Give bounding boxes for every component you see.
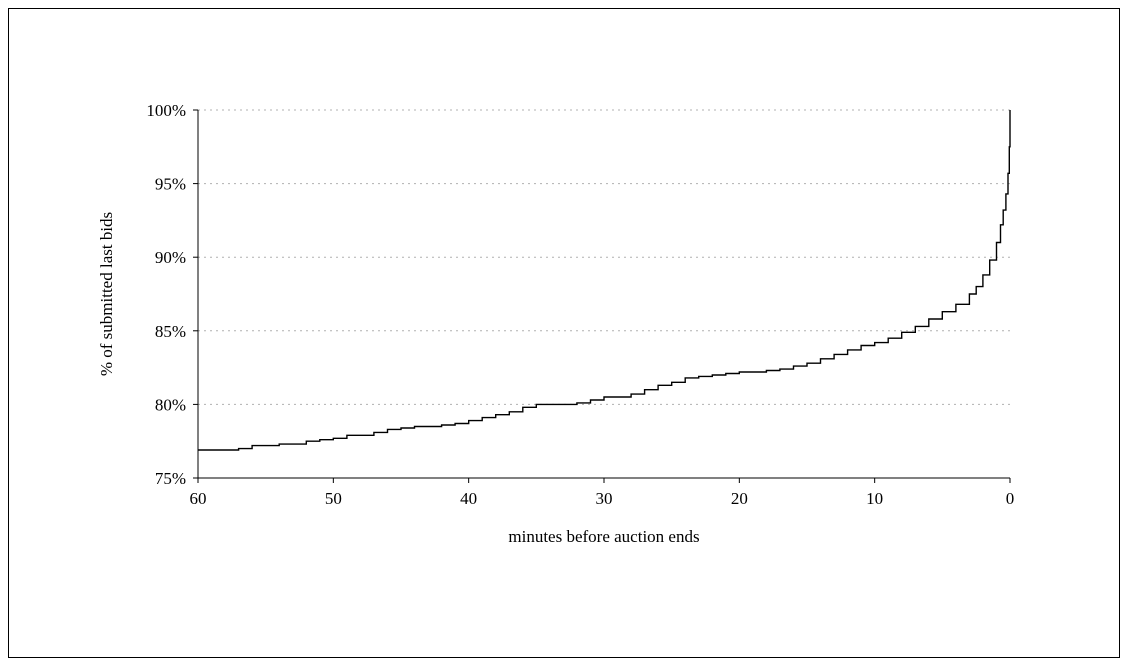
axes <box>193 109 1011 483</box>
x-tick-label: 50 <box>325 489 342 508</box>
grid-lines <box>198 109 1010 405</box>
x-tick-label: 10 <box>866 489 883 508</box>
y-tick-label: 100% <box>146 101 186 120</box>
y-axis-title: % of submitted last bids <box>97 212 116 376</box>
chart-frame <box>8 8 1120 658</box>
x-axis-title: minutes before auction ends <box>508 527 699 546</box>
chart: 75% 80% 85% 90% 95% 100% 60 50 40 30 20 10 0 minutes… <box>97 101 1014 546</box>
y-tick-label: 75% <box>155 469 186 488</box>
x-tick-label: 30 <box>596 489 613 508</box>
x-tick-label: 60 <box>190 489 207 508</box>
y-tick-label: 95% <box>155 175 186 194</box>
x-tick-label: 40 <box>460 489 477 508</box>
y-tick-label: 80% <box>155 395 186 414</box>
series-line-0 <box>198 110 1011 451</box>
y-tick-label: 85% <box>155 322 186 341</box>
y-tick-label: 90% <box>155 248 186 267</box>
x-tick-label: 0 <box>1006 489 1015 508</box>
x-tick-label: 20 <box>731 489 748 508</box>
series-layer <box>198 110 1011 451</box>
tick-labels: 75% 80% 85% 90% 95% 100% 60 50 40 30 20 10 0 <box>146 101 1014 508</box>
